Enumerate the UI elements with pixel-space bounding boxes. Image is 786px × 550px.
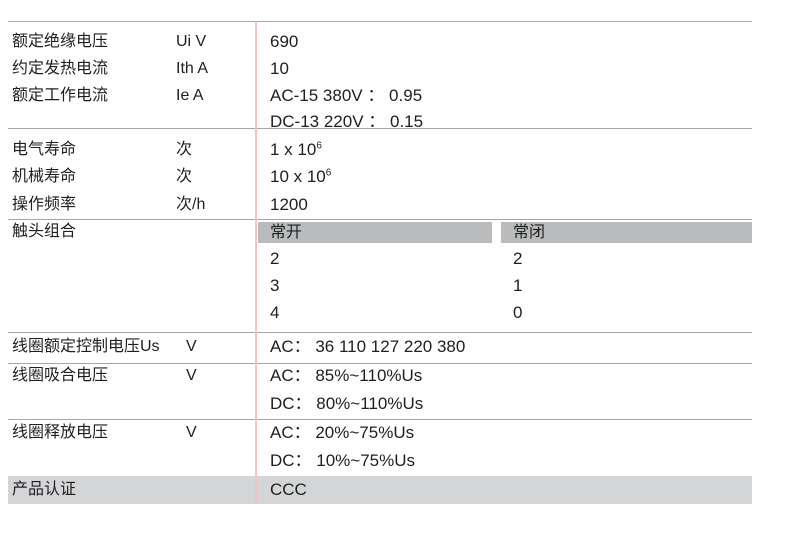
row-unit: 次/h xyxy=(176,196,206,213)
row-value: AC： 36 110 127 220 380 xyxy=(270,337,466,356)
certification-row-band: 产品认证 CCC xyxy=(8,476,752,504)
row-value2: DC： 80%~110%Us xyxy=(270,394,424,413)
row-value: 1 x 106 xyxy=(270,137,322,163)
row-unit: V xyxy=(186,424,197,441)
divider-line xyxy=(8,21,752,22)
row-value2: DC-13 220V ： 0.15 xyxy=(270,112,424,131)
row-value: 10 x 106 xyxy=(270,164,331,190)
row-unit: Ui V xyxy=(176,33,207,50)
contact-nc-count: 2 xyxy=(513,249,523,268)
row-unit: Ie A xyxy=(176,87,204,104)
row-value: AC： 20%~75%Us xyxy=(270,423,415,442)
contact-no-count: 4 xyxy=(270,303,280,322)
row-label: 约定发热电流 xyxy=(12,60,109,77)
divider-line xyxy=(8,219,752,220)
divider-line xyxy=(8,332,752,333)
divider-line xyxy=(8,419,752,420)
row-value: CCC xyxy=(270,480,307,499)
value-base: 1 x 10 xyxy=(270,140,317,159)
row-label: 线圈吸合电压 xyxy=(12,367,109,384)
value-base: 10 x 10 xyxy=(270,167,326,186)
row-unit: V xyxy=(186,338,197,355)
divider-line xyxy=(8,363,752,364)
row-unit: 次 xyxy=(176,141,193,158)
column-divider-line xyxy=(255,21,257,504)
column-divider-line xyxy=(255,476,257,504)
row-unit: V xyxy=(186,367,197,384)
row-label: 线圈释放电压 xyxy=(12,424,109,441)
row-label: 线圈额定控制电压Us xyxy=(12,338,160,355)
row-value: AC： 85%~110%Us xyxy=(270,366,423,385)
row-value2: DC： 10%~75%Us xyxy=(270,451,416,470)
row-label: 额定工作电流 xyxy=(12,87,109,104)
contact-header-normally-closed: 常闭 xyxy=(501,222,752,243)
row-unit: 次 xyxy=(176,168,193,185)
contact-no-count: 3 xyxy=(270,276,280,295)
value-exponent: 6 xyxy=(325,167,332,179)
row-label: 额定绝缘电压 xyxy=(12,33,109,50)
row-label: 机械寿命 xyxy=(12,168,77,185)
divider-line xyxy=(8,128,752,129)
row-unit: Ith A xyxy=(176,60,209,77)
row-value: 10 xyxy=(270,59,289,78)
contact-nc-count: 0 xyxy=(513,303,523,322)
value-exponent: 6 xyxy=(316,140,322,152)
contact-nc-count: 1 xyxy=(513,276,523,295)
contact-header-normally-open: 常开 xyxy=(258,222,492,243)
row-label: 操作频率 xyxy=(12,196,77,213)
row-label: 产品认证 xyxy=(12,481,77,498)
contact-no-count: 2 xyxy=(270,249,280,268)
row-value: AC-15 380V ： 0.95 xyxy=(270,86,423,105)
row-value: 690 xyxy=(270,32,299,51)
row-value: 1200 xyxy=(270,195,308,214)
row-label: 电气寿命 xyxy=(12,141,77,158)
row-label: 触头组合 xyxy=(12,223,77,240)
